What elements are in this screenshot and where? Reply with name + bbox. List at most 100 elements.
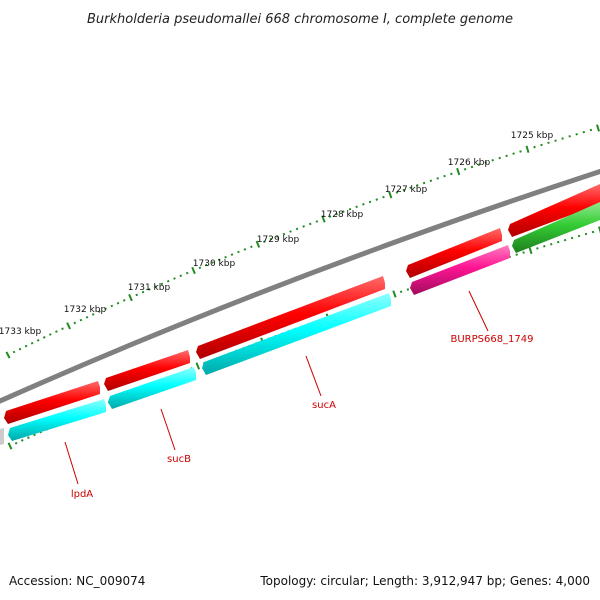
gene-label-lpdA[interactable]: lpdA [71,489,93,500]
outer-tick [85,315,89,319]
outer-tick [55,330,58,333]
outer-tick [160,282,164,286]
outer-tick [282,232,286,236]
inner-tick [33,433,36,437]
gene-reverse-cds-green[interactable] [512,202,600,253]
inner-tick [528,246,533,255]
reverse-genes [0,202,600,445]
outer-tick [36,338,40,342]
inner-tick [550,243,553,246]
sucA-callout-line [305,355,322,397]
outer-tick [498,156,501,160]
outer-tick [315,220,319,223]
outer-tick [5,351,11,359]
kbp-label: 1727 kbp [385,185,428,195]
outer-tick [470,165,474,169]
kbp-label: 1731 kbp [128,283,171,293]
outer-tick [477,163,481,167]
gene-forward-arrow-1[interactable] [406,228,502,278]
kbp-label: 1728 kbp [321,210,364,220]
sucB-callout-line [160,408,176,451]
outer-tick [116,301,120,305]
outer-tick [79,318,83,322]
outer-tick [554,139,557,142]
outer-tick [582,130,586,134]
outer-tick [12,350,16,354]
outer-tick [141,290,145,294]
inner-tick [14,441,18,445]
outer-tick [547,141,550,145]
inner-tick [598,226,600,234]
inner-tick [392,290,397,298]
inner-tick [563,238,567,242]
outer-tick [154,285,157,288]
outer-tick [491,158,494,162]
outer-tick [295,227,299,231]
gene-callouts: lpdA sucB sucA BURPS668_1749 [64,290,534,500]
outer-tick [198,266,202,270]
gene-forward-arrow-2[interactable] [508,184,600,237]
outer-tick [42,336,46,339]
outer-tick [533,145,536,149]
genome-summary-text: Topology: circular; Length: 3,912,947 bp… [260,574,590,588]
gene-lpdA-cds[interactable] [8,399,106,441]
gene-label-sucB[interactable]: sucB [167,454,191,465]
outer-tick [450,172,453,176]
outer-tick [135,293,139,297]
inner-tick [399,290,403,294]
inner-tick [195,362,201,370]
outer-tick [429,179,433,183]
gene-sucA-arrow[interactable] [196,276,385,359]
kbp-label: 1729 kbp [257,235,300,245]
kbp-label: 1730 kbp [193,259,236,269]
outer-tick [463,167,467,171]
outer-tick [173,277,176,280]
inner-tick [591,230,595,234]
inner-tick [584,232,588,236]
outer-tick [512,152,515,155]
outer-tick [362,203,365,206]
BURPS668_1749-callout-line [468,290,489,332]
gene-label-sucA[interactable]: sucA [312,400,336,411]
outer-tick [456,167,461,176]
map-title: Burkholderia pseudomallei 668 chromosome… [87,12,513,27]
outer-tick [540,143,543,147]
gene-label-BURPS668_1749[interactable]: BURPS668_1749 [450,334,533,345]
outer-tick [308,222,312,226]
outer-tick [416,184,419,187]
outer-tick [525,145,530,153]
outer-tick [335,212,338,216]
gene-sucB-cds[interactable] [108,367,196,409]
outer-tick [382,195,385,199]
gene-sucA-cds[interactable] [202,293,391,375]
outer-tick [185,271,189,275]
outer-tick [18,347,22,351]
outer-tick [436,177,439,180]
gene-BURPS668_1749-cds[interactable] [410,245,510,295]
outer-tick [204,263,208,267]
gene-lpdA-arrow[interactable] [4,381,100,424]
outer-tick [368,200,372,204]
outer-tick [402,188,406,192]
kbp-label: 1732 kbp [64,305,107,315]
outer-tick [98,310,101,313]
outer-tick [422,181,426,185]
outer-tick [263,240,266,243]
outer-tick [302,225,305,228]
outer-tick [561,137,564,140]
outer-tick [224,255,227,259]
outer-tick [269,237,273,241]
outer-tick [575,132,578,136]
outer-tick [505,154,508,158]
kbp-label: 1725 kbp [511,131,554,141]
gene-sucB-arrow[interactable] [104,350,190,391]
inner-tick [406,288,410,291]
inner-tick [570,236,574,240]
outer-tick [211,261,215,264]
inner-tick [27,436,30,439]
inner-tick [556,240,560,244]
inner-tick [20,439,24,442]
outer-tick [191,266,196,275]
